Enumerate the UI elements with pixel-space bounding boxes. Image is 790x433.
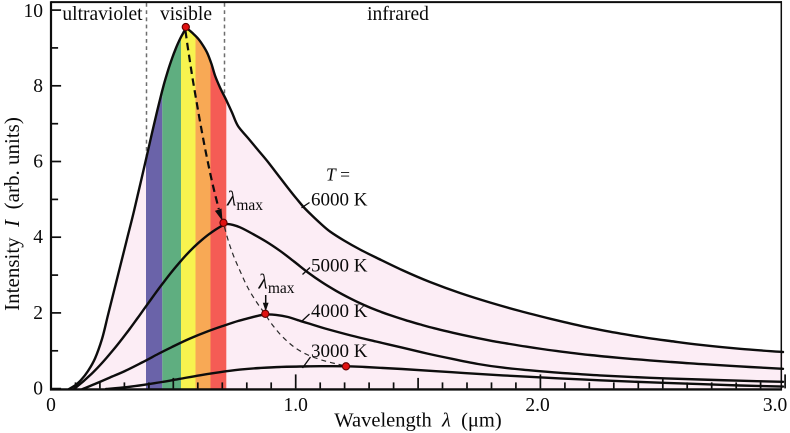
svg-text:8: 8 xyxy=(33,76,43,97)
svg-text:10: 10 xyxy=(24,1,44,22)
svg-text:Intensity I (arb. units): Intensity I (arb. units) xyxy=(0,117,24,311)
svg-text:0: 0 xyxy=(33,379,43,400)
svg-text:4: 4 xyxy=(33,227,43,248)
svg-text:Wavelength λ (μm): Wavelength λ (μm) xyxy=(334,410,501,432)
svg-text:6000 K: 6000 K xyxy=(311,190,368,211)
svg-text:T =: T = xyxy=(326,165,350,185)
svg-text:visible: visible xyxy=(160,4,212,25)
svg-text:3.0: 3.0 xyxy=(763,395,787,416)
svg-text:1.0: 1.0 xyxy=(284,395,308,416)
svg-text:2: 2 xyxy=(33,303,43,324)
svg-text:3000 K: 3000 K xyxy=(311,341,368,362)
svg-text:0: 0 xyxy=(46,395,56,416)
svg-text:6: 6 xyxy=(33,152,43,173)
svg-text:2.0: 2.0 xyxy=(525,395,549,416)
svg-text:ultraviolet: ultraviolet xyxy=(62,4,143,25)
svg-text:infrared: infrared xyxy=(367,4,429,25)
svg-text:λmax: λmax xyxy=(258,270,295,298)
svg-text:4000 K: 4000 K xyxy=(311,301,368,322)
svg-text:λmax: λmax xyxy=(226,187,263,215)
svg-text:5000 K: 5000 K xyxy=(311,256,368,277)
